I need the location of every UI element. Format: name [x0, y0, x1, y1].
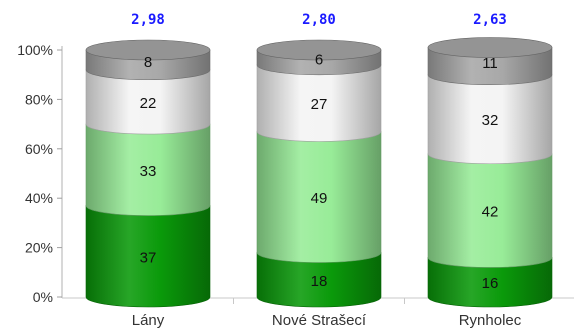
bar-top-label: 2,63: [473, 12, 507, 28]
bar-segment: [427, 153, 553, 268]
bar-segment: [85, 205, 211, 308]
bar-segment: [427, 257, 553, 308]
bar-segment: [427, 74, 553, 165]
x-category-label: Nové Strašecí: [272, 312, 367, 329]
y-tick-label: 60%: [25, 141, 53, 157]
bar-segment: [85, 123, 211, 216]
bar-segment: [256, 252, 382, 308]
y-tick-label: 40%: [25, 190, 53, 206]
bar-value-label: 18: [311, 273, 328, 290]
bar-value-label: 6: [315, 51, 323, 68]
bar-stack: [256, 39, 382, 308]
bar-value-label: 37: [140, 249, 157, 266]
bar-value-label: 33: [140, 163, 157, 180]
bar-value-label: 32: [482, 112, 499, 129]
bars: [85, 37, 553, 308]
y-tick-label: 20%: [25, 240, 53, 256]
bar-value-label: 27: [311, 96, 328, 113]
y-tick-label: 80%: [25, 91, 53, 107]
bar-stack: [85, 39, 211, 308]
bar-value-label: 8: [144, 54, 152, 71]
bar-segment: [85, 69, 211, 135]
x-category-label: Rynholec: [459, 312, 522, 329]
axes: 0% 20% 40% 60% 80% 100%: [17, 42, 574, 305]
y-tick-label: 0%: [33, 289, 53, 305]
y-tick-label: 100%: [17, 42, 53, 58]
bar-top-label: 2,98: [131, 12, 165, 28]
bar-segment: [427, 47, 553, 85]
bar-segment: [256, 64, 382, 142]
bar-cap: [427, 37, 553, 58]
bar-cap: [85, 39, 211, 61]
bar-value-label: 42: [482, 204, 499, 221]
labels: 37 33 22 8 Lány 2,98 18 49 27 6 Nové Strašecí 2,80 1…: [131, 12, 522, 329]
bar-segment: [256, 131, 382, 263]
bar-cap: [256, 39, 382, 61]
bar-stack: [427, 37, 553, 308]
bar-top-label: 2,80: [302, 12, 336, 28]
bar-value-label: 16: [482, 275, 499, 292]
x-category-label: Lány: [132, 312, 165, 329]
bar-value-label: 49: [311, 190, 328, 207]
bar-value-label: 22: [140, 95, 157, 112]
bar-value-label: 11: [482, 55, 498, 72]
